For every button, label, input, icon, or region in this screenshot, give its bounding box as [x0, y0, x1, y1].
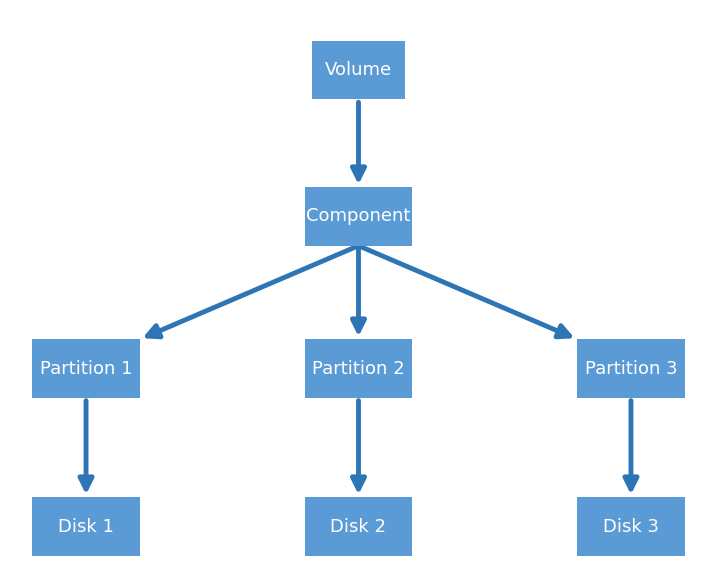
Text: Disk 2: Disk 2	[331, 518, 386, 535]
Text: Volume: Volume	[325, 61, 392, 79]
FancyBboxPatch shape	[577, 339, 685, 398]
Text: Disk 1: Disk 1	[58, 518, 114, 535]
FancyBboxPatch shape	[312, 41, 405, 99]
FancyBboxPatch shape	[305, 497, 412, 556]
Text: Component: Component	[306, 208, 411, 225]
FancyBboxPatch shape	[577, 497, 685, 556]
FancyBboxPatch shape	[32, 497, 140, 556]
FancyBboxPatch shape	[305, 339, 412, 398]
Text: Disk 3: Disk 3	[603, 518, 659, 535]
Text: Partition 1: Partition 1	[39, 360, 133, 377]
FancyBboxPatch shape	[32, 339, 140, 398]
Text: Partition 2: Partition 2	[312, 360, 405, 377]
Text: Partition 3: Partition 3	[584, 360, 678, 377]
FancyBboxPatch shape	[305, 187, 412, 246]
